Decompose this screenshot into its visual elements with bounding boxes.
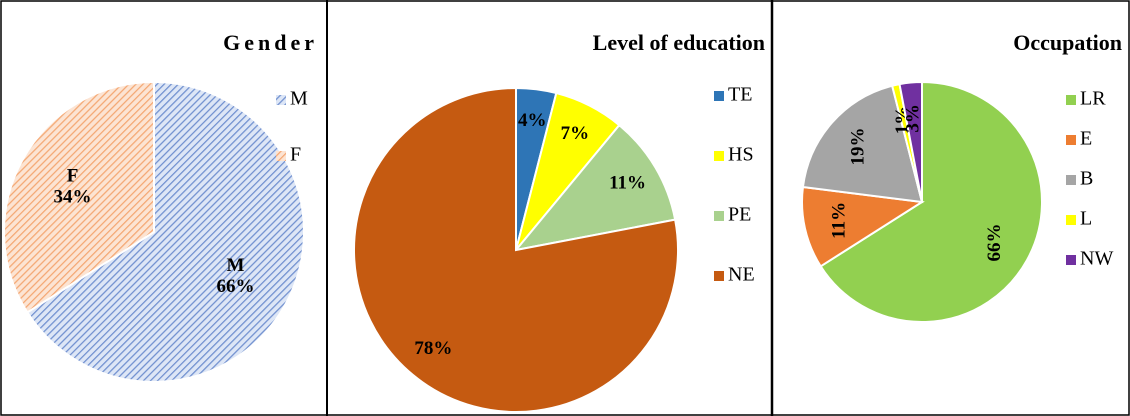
legend-label: F (290, 144, 301, 166)
data-label: 4% (518, 110, 547, 131)
pie-slice (513, 123, 677, 252)
legend-marker (1066, 255, 1076, 265)
data-label: 11% (828, 202, 849, 239)
legend-label: LR (1080, 88, 1106, 110)
pie-slice (898, 80, 923, 203)
pie-slice (801, 185, 925, 268)
legend-label: L (1080, 208, 1092, 230)
chart-title: Level of education (593, 30, 765, 55)
legend-marker (714, 151, 724, 161)
data-label: 34% (54, 187, 92, 208)
data-label: 66% (216, 276, 254, 297)
legend-label: TE (728, 84, 752, 106)
legend-marker (1066, 175, 1076, 185)
legend-label: NE (728, 264, 755, 286)
data-label: 3% (902, 104, 923, 133)
legend-label: HS (728, 144, 754, 166)
legend-marker (1066, 95, 1076, 105)
pie-slice (353, 86, 679, 413)
legend-label: B (1080, 168, 1093, 190)
legend-label: M (290, 88, 308, 110)
legend-marker (1066, 135, 1076, 145)
data-label: 7% (561, 123, 590, 144)
legend-label: E (1080, 128, 1092, 150)
legend-label: PE (728, 204, 751, 226)
legend-marker (276, 95, 286, 105)
chart-title: Occupation (1013, 30, 1122, 55)
slice-category-label: F (67, 166, 79, 187)
legend-marker (1066, 215, 1076, 225)
legend-marker (714, 271, 724, 281)
data-label: 78% (414, 338, 452, 359)
data-label: 11% (609, 172, 646, 193)
pie-slice (819, 80, 1043, 323)
data-label: 19% (847, 127, 868, 165)
slice-category-label: M (227, 255, 245, 276)
legend-marker (276, 151, 286, 161)
legend-marker (714, 211, 724, 221)
pie-slice (3, 80, 155, 314)
legend-marker (714, 91, 724, 101)
chart-title: Gender (223, 30, 318, 55)
pie-slice (801, 84, 924, 204)
data-label: 66% (984, 223, 1005, 261)
legend-label: NW (1080, 248, 1113, 270)
pie-slice (25, 80, 305, 383)
